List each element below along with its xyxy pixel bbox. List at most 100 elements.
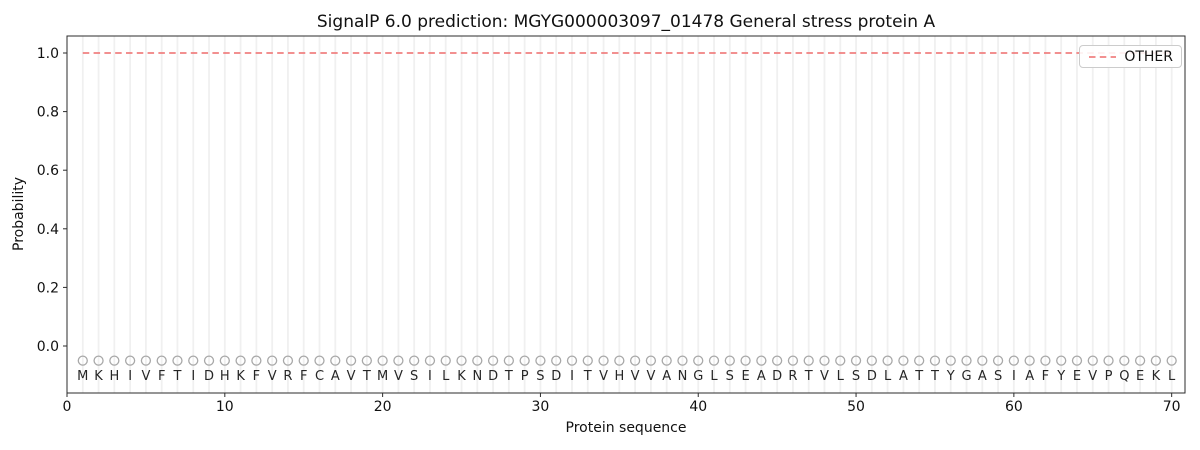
residue-marker — [298, 355, 309, 366]
residue-marker — [551, 355, 562, 366]
y-tick-label: 0.6 — [37, 163, 59, 179]
residue-marker — [330, 355, 341, 366]
residue-marker — [361, 355, 372, 366]
residue-letter: L — [1168, 369, 1176, 384]
residue-marker — [203, 355, 215, 366]
residue-letter: D — [551, 369, 561, 384]
residue-marker — [614, 355, 625, 366]
residue-letter: L — [710, 369, 718, 384]
residue-marker — [756, 355, 767, 366]
residue-marker — [661, 355, 672, 366]
y-axis: 0.0 0.2 0.4 0.6 0.8 1.0 — [37, 46, 67, 355]
residue-letter: T — [362, 369, 371, 384]
residue-letter: E — [1073, 369, 1081, 384]
residue-letter: V — [646, 369, 655, 384]
residue-marker — [77, 355, 88, 366]
residue-marker — [219, 355, 230, 366]
residue-letter: P — [1105, 369, 1113, 384]
residue-marker — [487, 355, 499, 366]
chart-title: SignalP 6.0 prediction: MGYG000003097_01… — [316, 12, 936, 32]
legend: OTHER — [1079, 45, 1182, 68]
residue-marker — [629, 355, 641, 366]
residue-marker — [1071, 355, 1083, 366]
x-tick-label: 50 — [847, 399, 865, 415]
residue-letter: G — [693, 369, 703, 384]
residue-letter: V — [599, 369, 608, 384]
grid-lines — [81, 36, 1173, 393]
axes-frame — [66, 35, 1186, 394]
residue-marker — [1166, 355, 1177, 366]
residue-marker — [440, 355, 451, 366]
residue-letter: R — [788, 369, 797, 384]
legend-other-line-icon — [1089, 55, 1117, 58]
residue-marker — [393, 355, 404, 366]
residue-marker — [456, 355, 467, 366]
residue-letter: I — [191, 369, 195, 384]
residue-letter: V — [394, 369, 403, 384]
residue-letter: A — [978, 369, 987, 384]
residue-marker — [535, 355, 546, 366]
residue-letter: V — [268, 369, 277, 384]
residue-letter: T — [583, 369, 592, 384]
residue-marker — [566, 355, 578, 366]
residue-letter: F — [158, 369, 165, 384]
x-tick-label: 40 — [689, 399, 707, 415]
residue-marker — [1134, 355, 1146, 366]
residue-letter: D — [772, 369, 782, 384]
residue-letter: N — [472, 369, 482, 384]
y-tick-label: 1.0 — [37, 46, 59, 62]
residue-letter: F — [300, 369, 307, 384]
residue-marker — [1150, 355, 1162, 366]
residue-marker — [251, 355, 262, 366]
residue-letter: T — [930, 369, 939, 384]
residue-letter: D — [488, 369, 498, 384]
residue-letter: M — [377, 369, 388, 384]
y-tick-label: 0.8 — [37, 105, 59, 121]
y-tick-label: 0.0 — [37, 339, 59, 355]
residue-marker — [519, 355, 530, 366]
residue-marker — [740, 355, 751, 366]
residue-marker — [977, 355, 988, 366]
residue-marker — [424, 355, 436, 366]
residue-letter: A — [331, 369, 340, 384]
residue-marker — [1024, 355, 1035, 366]
residue-letter: V — [1088, 369, 1097, 384]
residue-marker — [945, 355, 956, 366]
residue-letter: P — [521, 369, 529, 384]
residue-marker — [156, 355, 167, 366]
residue-marker — [1119, 355, 1130, 366]
residue-letter: K — [1152, 369, 1161, 384]
y-tick-label: 0.4 — [37, 222, 59, 238]
residue-marker — [172, 355, 183, 366]
residue-letter: Y — [946, 369, 955, 384]
residue-marker — [188, 355, 199, 366]
legend-other-label: OTHER — [1124, 48, 1173, 65]
x-axis: 0 10 20 30 40 50 60 70 — [63, 393, 1181, 415]
residue-letter: G — [961, 369, 971, 384]
residue-marker — [992, 355, 1004, 366]
residue-letter: C — [315, 369, 324, 384]
residue-marker — [409, 355, 420, 366]
residue-letter: S — [410, 369, 418, 384]
residue-letter: H — [614, 369, 624, 384]
residue-marker — [345, 355, 357, 366]
residue-letter: K — [457, 369, 466, 384]
residue-letter: H — [109, 369, 119, 384]
residue-letter: N — [678, 369, 688, 384]
residue-letter: K — [94, 369, 103, 384]
residue-marker — [1040, 355, 1051, 366]
residue-letter: L — [884, 369, 892, 384]
residue-letter: S — [994, 369, 1002, 384]
residue-marker — [929, 355, 941, 366]
residue-letter: S — [536, 369, 544, 384]
residue-letter: L — [837, 369, 845, 384]
residue-letter: M — [77, 369, 88, 384]
residue-marker — [914, 355, 925, 366]
residue-marker — [124, 355, 136, 366]
residue-marker — [645, 355, 657, 366]
residue-marker — [377, 355, 388, 366]
residue-letter: T — [914, 369, 923, 384]
residue-letter: S — [852, 369, 860, 384]
